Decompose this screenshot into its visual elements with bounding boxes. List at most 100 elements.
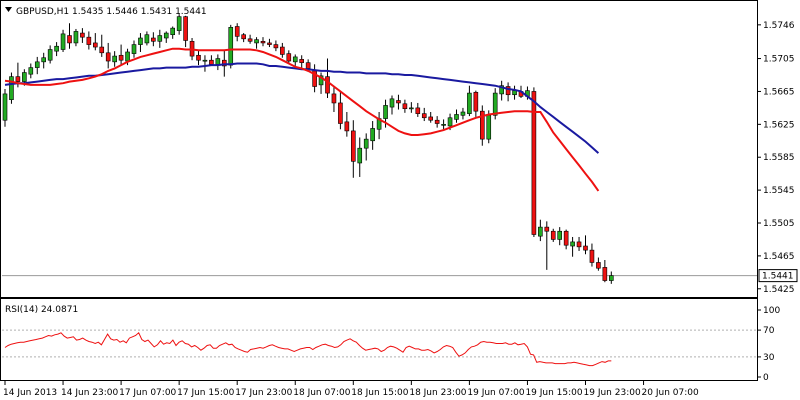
candle-body <box>118 54 124 61</box>
candle <box>479 105 485 146</box>
last-price-label: 1.5441 <box>758 269 798 283</box>
candle-body <box>286 53 292 62</box>
candle-body <box>125 51 130 62</box>
time-tick-label: 19 Jun 07:00 <box>467 388 524 398</box>
candle <box>260 37 266 47</box>
last-price-text: 1.5441 <box>762 272 794 282</box>
candle-body <box>383 105 388 119</box>
candle <box>228 24 234 69</box>
candle <box>131 40 137 58</box>
time-tick-label: 18 Jun 23:00 <box>409 388 466 398</box>
price-tick-label: 1.5425 <box>763 285 795 295</box>
rsi-tick-label: 30 <box>763 353 775 363</box>
candle-body <box>93 42 98 48</box>
candle-body <box>318 75 324 86</box>
candle-body <box>512 90 517 96</box>
candle-body <box>80 32 85 38</box>
candle <box>138 33 143 52</box>
price-tick-label: 1.5545 <box>763 186 795 196</box>
candle-body <box>357 147 363 164</box>
candle-body <box>131 44 137 54</box>
candle <box>267 38 272 48</box>
candle-body <box>15 76 21 82</box>
rsi-axis: 100 70 30 0 <box>757 306 780 383</box>
candle <box>118 44 124 66</box>
candle <box>273 40 279 52</box>
candle-body <box>280 46 285 55</box>
candle-body <box>467 92 472 114</box>
candle-body <box>550 230 556 240</box>
candle <box>325 58 330 99</box>
candle <box>9 72 14 104</box>
candle <box>344 112 350 137</box>
candle <box>550 228 556 242</box>
candle <box>608 271 614 284</box>
symbol-dropdown-icon[interactable] <box>5 7 12 12</box>
price-tick-label: 1.5505 <box>763 219 795 229</box>
candle-body <box>9 76 14 100</box>
candle-body <box>563 230 569 246</box>
candle-body <box>602 267 608 281</box>
candle-body <box>350 130 356 162</box>
rsi-title: RSI(14) 24.0871 <box>5 305 78 315</box>
candle <box>460 107 466 120</box>
candle <box>202 55 208 72</box>
candle <box>473 90 479 117</box>
candle <box>54 42 59 57</box>
candle <box>157 29 163 48</box>
candle <box>80 28 85 43</box>
candle-body <box>576 241 582 248</box>
candle-body <box>499 85 504 95</box>
candle <box>292 54 298 66</box>
candle-body <box>183 16 188 41</box>
candle <box>357 137 363 177</box>
candle-body <box>260 40 266 44</box>
candle-body <box>176 16 182 31</box>
candle <box>441 119 446 130</box>
candle-body <box>370 128 375 142</box>
candle <box>247 34 253 44</box>
candle <box>434 116 440 128</box>
candle-body <box>215 58 221 65</box>
candle <box>499 80 504 101</box>
candle-body <box>415 107 421 114</box>
candle <box>409 102 414 113</box>
candle <box>396 94 401 110</box>
time-tick-label: 14 Jun 23:00 <box>61 388 118 398</box>
candle-body <box>583 245 588 251</box>
candle-body <box>479 110 485 140</box>
candle <box>234 23 240 42</box>
time-tick-label: 17 Jun 23:00 <box>235 388 292 398</box>
candle-body <box>112 55 117 63</box>
candle <box>280 42 285 58</box>
price-tick-label: 1.5465 <box>763 252 795 262</box>
main-panel <box>0 0 758 298</box>
time-tick-label: 14 Jun 2013 <box>3 388 57 398</box>
candle <box>286 50 292 64</box>
time-tick-label: 18 Jun 15:00 <box>351 388 408 398</box>
candle <box>557 227 563 246</box>
candle-body <box>163 32 169 39</box>
candle <box>176 14 182 35</box>
candle <box>576 236 582 251</box>
candle <box>170 26 175 39</box>
candle <box>602 260 608 283</box>
candle <box>151 32 156 47</box>
candle-body <box>138 37 143 45</box>
candle <box>163 31 169 43</box>
rsi-tick-label: 100 <box>763 306 780 316</box>
candle <box>254 37 259 49</box>
candle-body <box>196 54 201 61</box>
candle <box>428 112 434 123</box>
candle-body <box>247 38 253 42</box>
candle-body <box>54 45 59 52</box>
rsi-tick-label: 70 <box>763 326 775 336</box>
candle <box>222 49 227 77</box>
time-tick-label: 20 Jun 07:00 <box>642 388 699 398</box>
time-tick-label: 19 Jun 15:00 <box>525 388 582 398</box>
candle-body <box>292 56 298 63</box>
candle <box>93 33 98 51</box>
candle-body <box>151 37 156 42</box>
candle <box>454 109 459 123</box>
price-tick-label: 1.5705 <box>763 55 795 65</box>
